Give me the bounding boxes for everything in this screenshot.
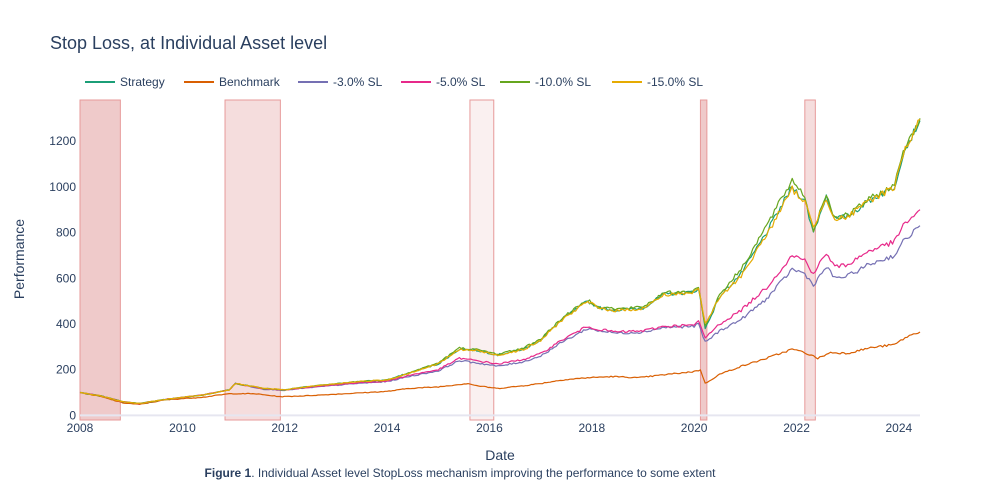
legend[interactable]: Strategy Benchmark -3.0% SL -5.0% SL -10.0% … — [85, 75, 703, 89]
series-line-3 — [80, 225, 921, 404]
y-tick-label: 1000 — [49, 180, 76, 194]
figure-caption: Figure 1. Individual Asset level StopLos… — [0, 466, 920, 480]
legend-item-2[interactable]: Benchmark — [184, 75, 281, 89]
series-lines — [79, 118, 921, 405]
x-tick-label: 2022 — [783, 421, 810, 435]
shaded-region-2 — [224, 99, 281, 421]
x-tick-label: 2010 — [169, 421, 196, 435]
figure-caption-text: . Individual Asset level StopLoss mechan… — [251, 466, 716, 480]
series-line-1 — [79, 120, 921, 405]
x-tick-label: 2012 — [271, 421, 298, 435]
shaded-region-3 — [469, 99, 495, 421]
legend-label: -5.0% SL — [436, 75, 486, 89]
y-axis-ticks: 0 200 400 600 800 1000 1200 — [49, 134, 76, 422]
series-line-6 — [79, 118, 921, 404]
y-tick-label: 200 — [56, 363, 76, 377]
legend-item-6[interactable]: -15.0% SL — [612, 75, 703, 89]
y-tick-label: 800 — [56, 226, 76, 240]
shaded-region-1 — [79, 99, 121, 421]
chart-title: Stop Loss, at Individual Asset level — [50, 33, 328, 53]
shaded-region-5 — [804, 99, 816, 421]
y-tick-label: 1200 — [49, 134, 76, 148]
x-tick-label: 2024 — [885, 421, 912, 435]
legend-item-4[interactable]: -5.0% SL — [401, 75, 486, 89]
series-line-5 — [79, 118, 921, 404]
figure-caption-label: Figure 1 — [204, 466, 252, 480]
legend-label: -10.0% SL — [535, 75, 591, 89]
shaded-region-4 — [699, 99, 708, 421]
legend-label: -3.0% SL — [333, 75, 383, 89]
legend-label: Benchmark — [219, 75, 281, 89]
x-tick-label: 2018 — [578, 421, 605, 435]
x-tick-label: 2014 — [374, 421, 401, 435]
x-axis-ticks: 2008 2010 2012 2014 2016 2018 2020 2022 2024 — [67, 421, 913, 435]
y-tick-label: 0 — [69, 408, 76, 422]
legend-item-1[interactable]: Strategy — [85, 75, 165, 89]
shaded-regions — [79, 99, 816, 421]
legend-item-3[interactable]: -3.0% SL — [298, 75, 383, 89]
legend-label: -15.0% SL — [647, 75, 703, 89]
series-line-2 — [79, 331, 921, 405]
y-axis-title: Performance — [11, 219, 27, 299]
y-tick-label: 600 — [56, 271, 76, 285]
x-tick-label: 2008 — [67, 421, 94, 435]
x-tick-label: 2020 — [681, 421, 708, 435]
series-line-4 — [79, 209, 921, 405]
y-tick-label: 400 — [56, 317, 76, 331]
x-tick-label: 2016 — [476, 421, 503, 435]
legend-label: Strategy — [120, 75, 165, 89]
legend-item-5[interactable]: -10.0% SL — [500, 75, 591, 89]
x-axis-title: Date — [485, 447, 515, 463]
